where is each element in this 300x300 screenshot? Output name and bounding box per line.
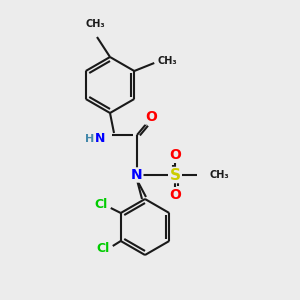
Text: O: O <box>169 148 181 162</box>
Text: N: N <box>131 168 143 182</box>
Text: Cl: Cl <box>94 199 107 212</box>
Text: H: H <box>85 134 94 144</box>
Text: O: O <box>169 188 181 202</box>
Text: Cl: Cl <box>96 242 110 256</box>
Text: CH₃: CH₃ <box>157 56 177 66</box>
Text: CH₃: CH₃ <box>209 170 229 180</box>
Text: N: N <box>95 131 105 145</box>
Text: CH₃: CH₃ <box>85 19 105 29</box>
Text: O: O <box>145 110 157 124</box>
Text: S: S <box>169 167 181 182</box>
